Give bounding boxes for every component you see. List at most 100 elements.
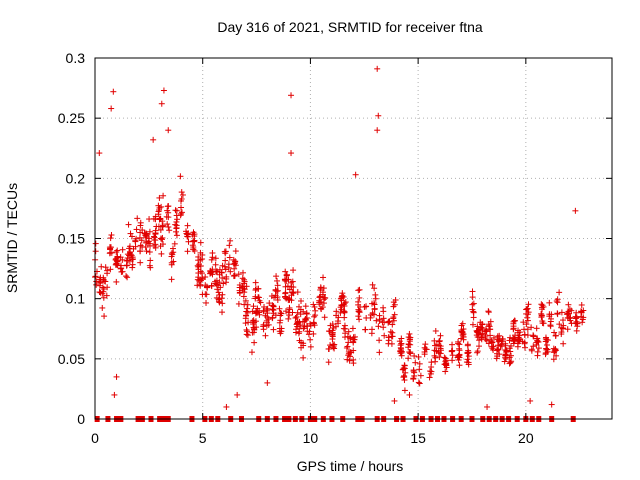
data-point [119,246,126,253]
data-point [144,239,151,246]
data-point [340,293,347,300]
data-point [110,88,117,95]
data-point [554,299,561,306]
data-point [245,319,252,326]
data-point [310,330,317,337]
data-point [139,227,146,234]
data-point [528,347,535,354]
data-point [147,264,154,271]
data-point [236,281,243,288]
data-point [300,340,307,347]
data-point [340,308,347,315]
data-point [469,288,476,295]
data-point [374,65,381,72]
data-point [478,334,485,341]
data-point [160,192,167,199]
data-point [165,127,172,134]
data-point [250,303,257,310]
data-point [422,341,429,348]
data-point [202,274,209,281]
data-point [185,238,192,245]
data-point [265,321,272,328]
data-point [490,343,497,350]
data-point [266,300,273,307]
data-point [482,333,489,340]
data-point [355,298,362,305]
data-point [220,280,227,287]
data-point [341,308,348,315]
data-point [391,397,398,404]
axis-ticks [94,57,612,420]
data-point [538,312,545,319]
data-point [216,279,223,286]
data-point [460,336,467,343]
data-point [398,335,405,342]
data-point [464,342,471,349]
data-point [235,271,242,278]
data-point [449,341,456,348]
data-point [282,268,289,275]
data-point [507,359,514,366]
data-point [411,352,418,359]
data-point [319,291,326,298]
data-point [240,269,247,276]
data-point [108,105,115,112]
data-point [264,379,271,386]
data-point [219,309,226,316]
data-point [465,353,472,360]
data-point [470,314,477,321]
data-point [379,319,386,326]
data-point [290,290,297,297]
data-point [235,300,242,307]
data-point [487,318,494,325]
data-point [331,345,338,352]
data-point [401,387,408,394]
data-point [182,228,189,235]
data-point [381,332,388,339]
data-point [285,315,292,322]
data-point [294,309,301,316]
data-point [525,301,532,308]
data-point [469,301,476,308]
data-point [248,349,255,356]
data-point [410,367,417,374]
data-point [385,337,392,344]
data-point [137,248,144,255]
data-point [159,223,166,230]
data-point [226,242,233,249]
data-point [147,257,154,264]
data-point [350,347,357,354]
data-point [302,315,309,322]
chart-title: Day 316 of 2021, SRMTID for receiver ftn… [217,19,483,35]
data-point [215,282,222,289]
data-point [276,305,283,312]
data-points [92,65,587,410]
data-point [340,325,347,332]
data-point [166,227,173,234]
data-point [465,361,472,368]
data-point [507,334,514,341]
data-point [436,338,443,345]
data-point [216,299,223,306]
data-point [573,318,580,325]
data-point [219,275,226,282]
data-point [367,314,374,321]
data-point [351,333,358,340]
data-point [184,248,191,255]
data-point [449,347,456,354]
data-point [209,254,216,261]
data-point [476,343,483,350]
data-point [484,403,491,410]
data-point [369,310,376,317]
data-point [231,272,238,279]
data-point [137,222,144,229]
data-point [282,308,289,315]
data-point [539,320,546,327]
data-point [158,203,165,210]
data-point [326,328,333,335]
data-point [222,248,229,255]
data-point [113,249,120,256]
data-point [510,320,517,327]
data-point [209,266,216,273]
data-point [307,343,314,350]
